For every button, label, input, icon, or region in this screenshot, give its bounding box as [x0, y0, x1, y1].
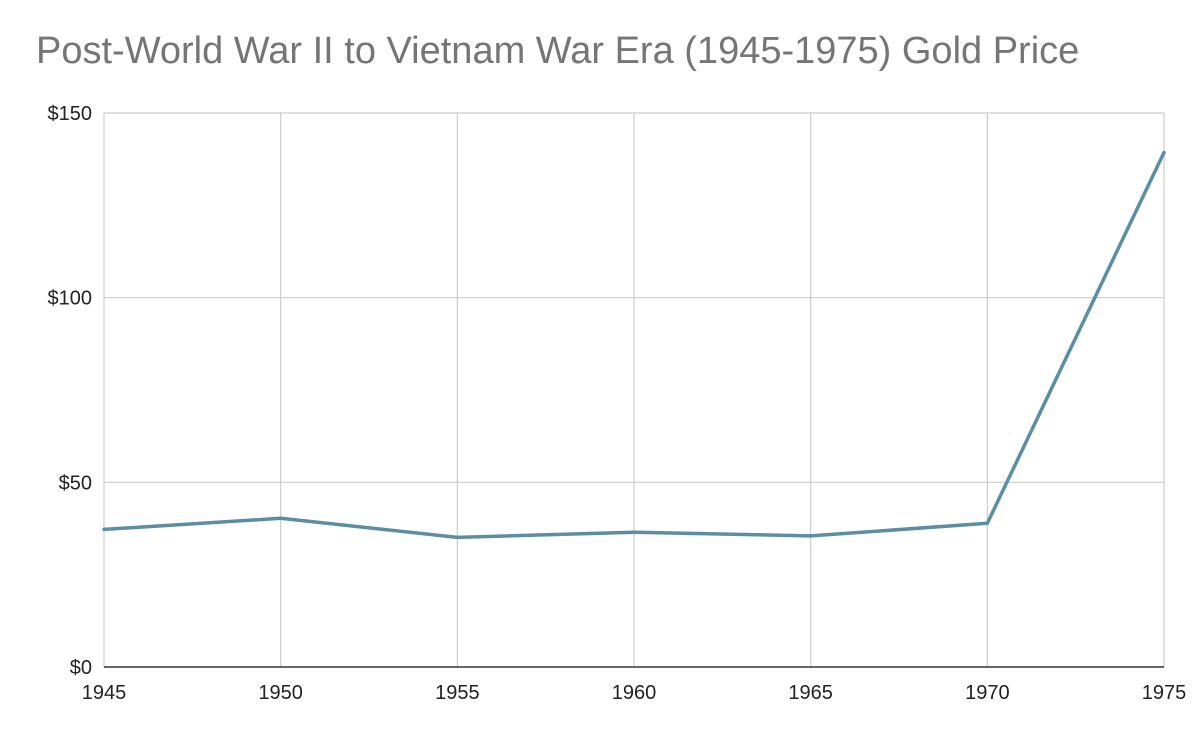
- x-tick-label: 1945: [82, 682, 127, 704]
- x-tick-label: 1975: [1142, 682, 1187, 704]
- y-tick-label: $150: [48, 103, 93, 125]
- series-line: [102, 150, 1166, 540]
- grid-lines: [103, 112, 1165, 667]
- x-tick-label: 1960: [612, 682, 657, 704]
- y-tick-labels: $0 $50 $100 $150: [48, 103, 93, 679]
- x-tick-labels: 1945 1950 1955 1960 1965 1970 1975: [82, 682, 1187, 704]
- series-layer: [102, 150, 1166, 540]
- x-tick-label: 1970: [965, 682, 1010, 704]
- x-tick-label: 1955: [435, 682, 480, 704]
- chart-title: Post-World War II to Vietnam War Era (19…: [36, 30, 1080, 72]
- y-tick-label: $50: [59, 472, 92, 494]
- x-tick-label: 1965: [788, 682, 833, 704]
- x-tick-label: 1950: [258, 682, 303, 704]
- y-tick-label: $0: [70, 657, 92, 679]
- y-tick-label: $100: [48, 288, 93, 310]
